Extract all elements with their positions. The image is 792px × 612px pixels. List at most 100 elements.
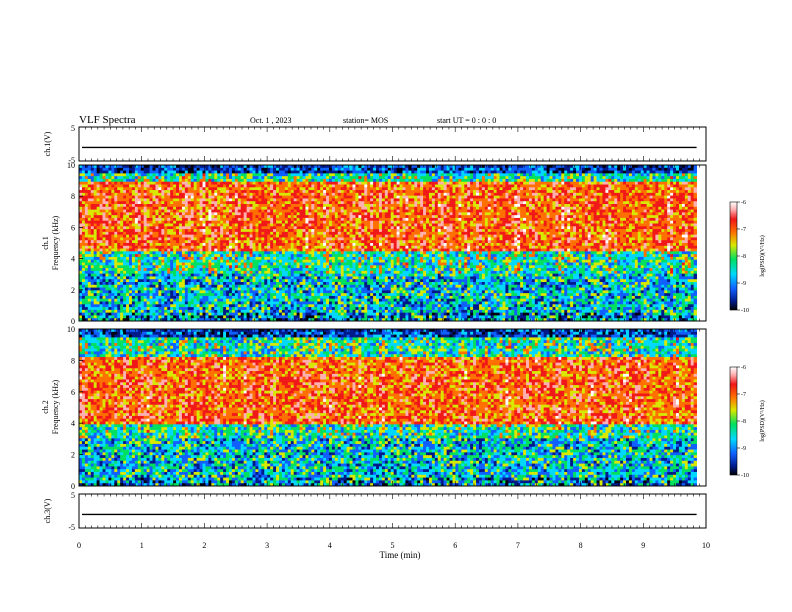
spectrogram-cell [231,165,236,169]
spectrogram-cell [176,165,180,169]
spectrogram-cell [155,270,159,275]
spectrogram-cell [234,265,239,269]
spectrogram-cell [246,307,250,311]
spectrogram-cell [79,304,83,308]
spectrogram-cell [93,295,98,300]
spectrogram-cell [299,276,303,280]
spectrogram-cell [287,293,292,297]
spectrogram-cell [261,231,265,236]
spectrogram-cell [176,176,180,180]
spectrogram-cell [258,209,262,213]
spectrogram-cell [323,270,327,275]
spectrogram-cell [108,262,112,266]
spectrogram-cell [149,245,153,249]
spectrogram-cell [114,209,118,213]
spectrogram-cell [102,315,106,319]
spectrogram-cell [270,201,274,205]
spectrogram-cell [323,290,327,294]
spectrogram-cell [281,245,286,249]
spectrogram-cell [281,173,286,177]
spectrogram-cell [237,318,242,322]
spectrogram-cell [120,309,124,314]
spectrogram-cell [81,190,86,194]
spectrogram-cell [261,270,265,275]
spectrogram-cell [167,223,171,227]
spectrogram-cell [302,256,306,261]
spectrogram-cell [334,251,339,255]
spectrogram-cell [284,165,289,169]
spectrogram-cell [276,212,280,216]
spectrogram-cell [202,223,206,227]
spectrogram-cell [178,307,183,311]
spectrogram-cell [331,293,336,297]
spectrogram-cell [252,273,256,277]
spectrogram-cell [264,265,268,269]
spectrogram-cell [196,309,200,314]
spectrogram-cell [249,245,253,249]
spectrogram-cell [328,270,333,275]
spectrogram-cell [270,237,274,241]
spectrogram-cell [181,204,186,208]
spectrogram-cell [305,215,309,219]
spectrogram-cell [102,226,106,230]
spectrogram-cell [111,212,115,216]
spectrogram-cell [161,290,165,294]
spectrogram-cell [178,176,183,180]
spectrogram-cell [190,295,195,300]
spectrogram-cell [267,251,271,255]
spectrogram-cell [287,206,292,210]
spectrogram-cell [146,251,150,255]
spectrogram-cell [173,231,177,236]
spectrogram-cell [302,273,306,277]
spectrogram-cell [334,187,339,191]
spectrogram-cell [237,248,242,252]
spectrogram-cell [79,181,83,185]
spectrogram-cell [293,293,298,297]
spectrogram-cell [161,204,165,208]
spectrogram-cell [293,240,298,244]
spectrogram-cell [99,245,103,249]
spectrogram-cell [284,307,289,311]
spectrogram-cell [305,304,309,308]
spectrogram-cell [320,309,324,314]
spectrogram-cell [287,256,292,261]
spectrogram-cell [243,217,248,222]
spectrogram-cell [170,315,174,319]
spectrogram-cell [140,318,145,322]
spectrogram-cell [123,187,127,191]
spectrogram-cell [176,170,180,174]
spectrogram-cell [131,265,136,269]
spectrogram-cell [308,237,312,241]
spectrogram-cell [108,265,112,269]
spectrogram-cell [281,312,286,316]
spectrogram-cell [323,245,327,249]
spectrogram-cell [278,251,283,255]
spectrogram-cell [181,206,186,210]
spectrogram-cell [170,298,174,302]
spectrogram-cell [226,229,230,233]
spectrogram-cell [293,231,298,236]
spectrogram-cell [131,234,136,238]
spectrogram-cell [149,231,153,236]
spectrogram-cell [308,307,312,311]
spectrogram-cell [184,254,189,258]
spectrogram-cell [193,284,198,288]
spectrogram-cell [287,187,292,191]
spectrogram-cell [193,198,198,202]
spectrogram-cell [211,217,215,222]
spectrogram-cell [149,309,153,314]
spectrogram-cell [261,295,265,300]
spectrogram-cell [317,223,321,227]
spectrogram-cell [234,284,239,288]
spectrogram-cell [308,265,312,269]
spectrogram-cell [126,298,130,302]
spectrogram-cell [273,209,277,213]
spectrogram-cell [264,276,268,280]
spectrogram-cell [276,240,280,244]
spectrogram-cell [117,170,121,174]
spectrogram-cell [187,215,192,219]
spectrogram-cell [264,220,268,224]
spectrogram-cell [81,234,86,238]
spectrogram-cell [149,234,153,238]
spectrogram-cell [326,301,330,305]
